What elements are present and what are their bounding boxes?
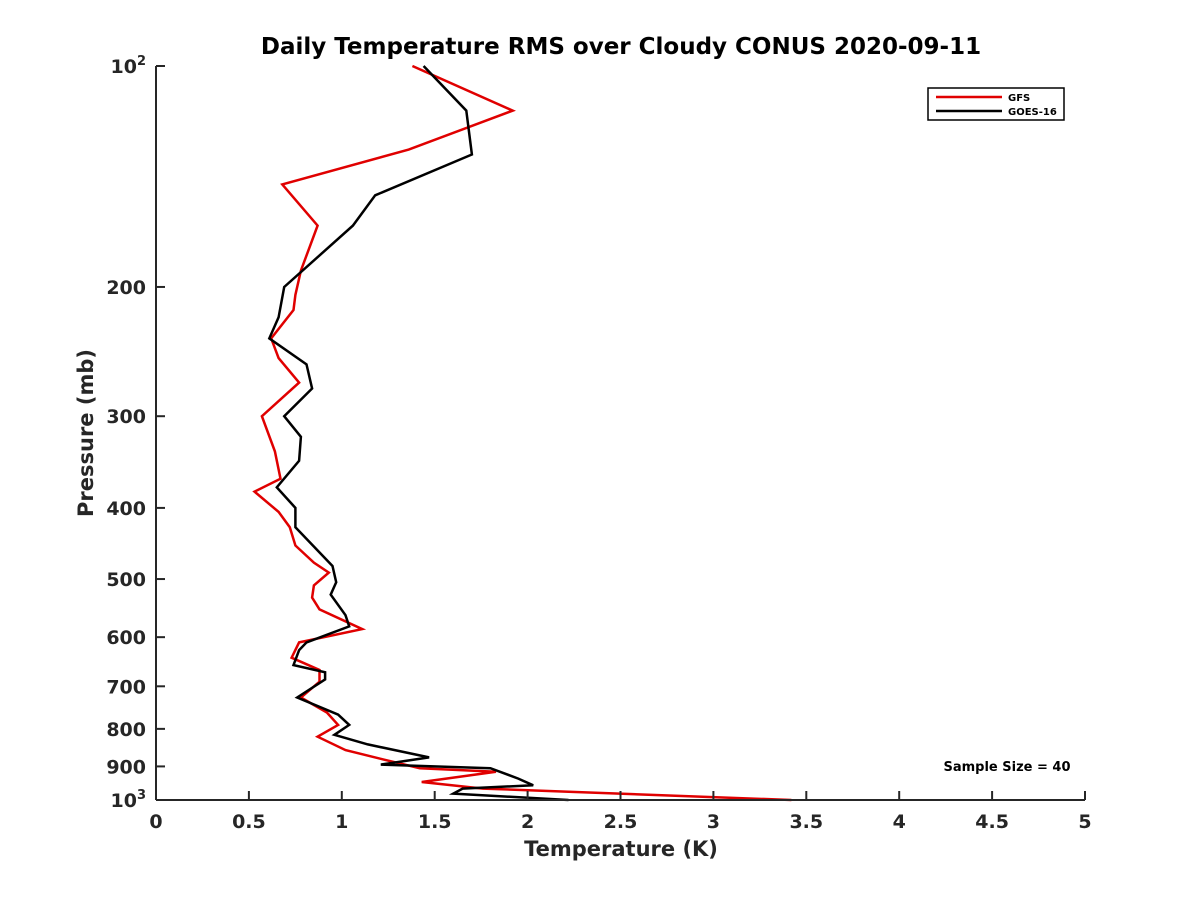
y-tick-label: 500 <box>106 569 146 591</box>
y-tick-label: 103 <box>111 788 147 812</box>
y-tick-label: 300 <box>106 406 146 428</box>
y-tick-label: 102 <box>111 54 147 78</box>
series-layer <box>252 64 792 802</box>
y-tick-label: 700 <box>106 676 146 698</box>
x-axis-label: Temperature (K) <box>524 837 718 861</box>
x-tick-label: 2 <box>521 811 534 833</box>
chart-title: Daily Temperature RMS over Cloudy CONUS … <box>261 34 981 60</box>
series-line-gfs <box>252 64 792 802</box>
x-tick-label: 4.5 <box>975 811 1009 833</box>
x-tick-label: 1 <box>335 811 348 833</box>
y-axis-label: Pressure (mb) <box>74 349 98 517</box>
x-tick-label: 1.5 <box>418 811 452 833</box>
sample-size-annotation: Sample Size = 40 <box>943 760 1070 775</box>
y-axis: 102 200 300 400 500 600 700 800 900 103 <box>106 54 165 812</box>
x-tick-label: 3 <box>707 811 720 833</box>
legend-box <box>927 87 1065 121</box>
y-tick-label: 900 <box>106 756 146 778</box>
y-tick-label: 800 <box>106 719 146 741</box>
x-tick-label: 0.5 <box>232 811 266 833</box>
legend: GFS GOES-16 <box>927 87 1065 121</box>
legend-label: GOES-16 <box>1008 107 1057 118</box>
y-tick-label: 600 <box>106 627 146 649</box>
x-tick-label: 5 <box>1078 811 1091 833</box>
y-tick-label: 400 <box>106 498 146 520</box>
x-tick-label: 3.5 <box>789 811 823 833</box>
x-tick-label: 0 <box>149 811 162 833</box>
y-tick-label: 200 <box>106 277 146 299</box>
x-tick-label: 2.5 <box>604 811 638 833</box>
x-tick-label: 4 <box>893 811 906 833</box>
plot-area <box>252 64 792 802</box>
legend-label: GFS <box>1008 93 1030 104</box>
series-line-goes-16 <box>267 65 569 802</box>
x-axis: 0 0.5 1 1.5 2 2.5 3 3.5 4 4.5 5 <box>149 791 1092 833</box>
